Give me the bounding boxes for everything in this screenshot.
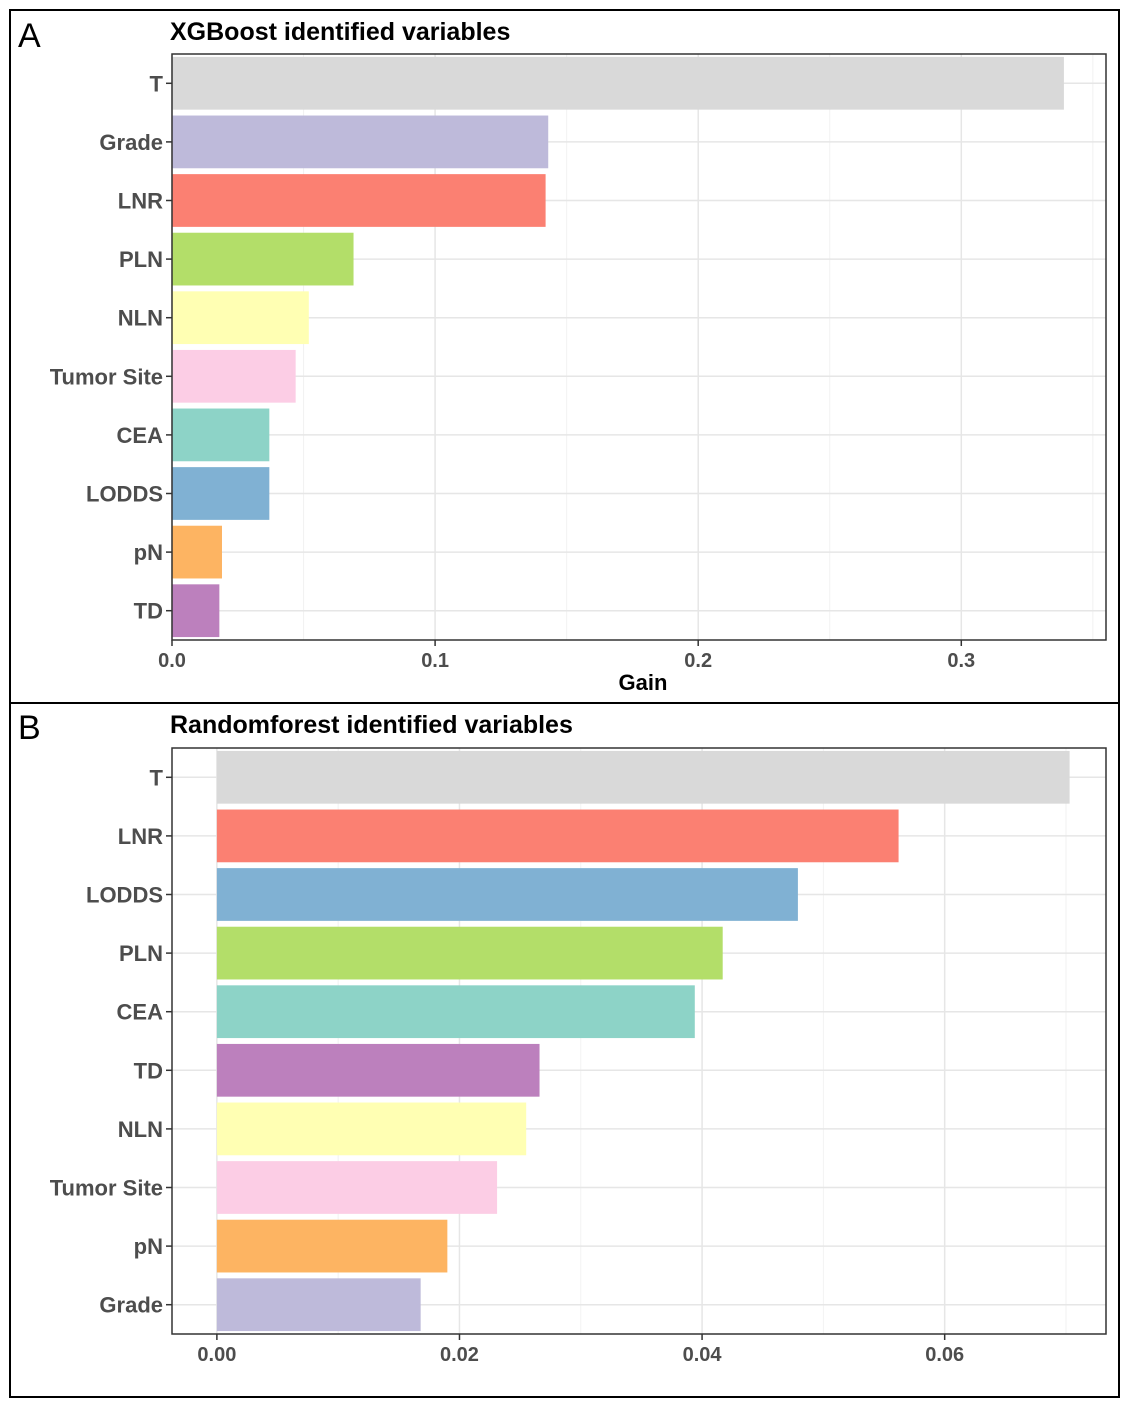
panel-b-bar-lnr [216,809,899,863]
panel-b: B Randomforest identified variables T LNR… [18,709,1107,1366]
panel-a: A XGBoost identified variables T Grade LNR… [18,17,1107,695]
panel-a-category-label: pN [134,540,163,565]
panel-a-x-axis-title: Gain [619,670,668,695]
panel-a-title: XGBoost identified variables [170,18,510,46]
panel-b-category-label: TD [134,1058,163,1083]
panel-b-category-label: NLN [118,1117,163,1142]
panel-a-category-label: NLN [118,306,163,331]
panel-a-x-tick-label: 0.0 [158,650,186,672]
panel-a-category-label: Tumor Site [50,364,163,389]
panel-b-bar-cea [216,985,695,1039]
panel-b-category-label: Grade [99,1293,163,1318]
panel-b-plot-border [171,747,1107,1335]
panel-a-bar-tumor-site [172,349,296,403]
panel-a-bar-pln [172,232,354,286]
panel-b-bar-pn [216,1219,448,1273]
panel-b-x-tick-label: 0.02 [440,1344,479,1366]
panel-a-category-label: T [150,71,164,96]
panel-b-bar-td [216,1043,540,1097]
panel-a-category-label: PLN [119,247,163,272]
panel-b-category-label: pN [134,1234,163,1259]
panel-a-letter: A [18,17,41,55]
panel-a-bar-lnr [172,174,546,227]
panel-a-plot-border [171,53,1107,641]
panel-a-bar-t [172,56,1064,110]
panel-a-bar-td [172,584,220,638]
panel-b-bar-tumor-site [216,1161,498,1214]
panel-b-category-label: LODDS [86,883,163,908]
panel-b-x-tick-label: 0.04 [683,1344,723,1366]
panel-a-category-label: TD [134,599,163,624]
panel-b-category-label: PLN [119,941,163,966]
panel-a-bar-grade [172,115,549,169]
panel-b-plot: T LNR LODDS PLN CEA TD NLN Tumor Site pN Grade 0.0… [50,747,1107,1366]
panel-b-category-label: CEA [117,1000,164,1025]
panel-b-category-label: Tumor Site [50,1176,163,1201]
panel-a-plot: T Grade LNR PLN NLN Tumor Site CEA LODDS pN TD 0.0… [50,53,1107,672]
panel-b-bar-t [216,750,1070,804]
panel-b-letter: B [18,709,41,747]
panel-a-x-tick-label: 0.1 [421,650,449,672]
panel-b-bar-nln [216,1102,527,1156]
panel-a-category-label: LODDS [86,482,163,507]
panel-b-category-label: LNR [118,824,163,849]
panel-a-category-label: Grade [99,130,163,155]
panel-a-category-label: CEA [117,423,164,448]
panel-a-x-tick-label: 0.3 [947,650,975,672]
panel-b-x-tick-label: 0.06 [925,1344,964,1366]
panel-a-category-label: LNR [118,189,163,214]
panel-b-bar-lodds [216,868,798,921]
panel-b-bar-grade [216,1278,421,1332]
panel-b-title: Randomforest identified variables [170,711,573,739]
panel-a-bar-nln [172,291,309,345]
panel-a-bar-lodds [172,467,270,520]
panel-b-x-tick-label: 0.00 [197,1344,236,1366]
panel-b-category-label: T [150,765,164,790]
panel-a-bar-cea [172,408,270,462]
panel-a-x-tick-label: 0.2 [684,650,712,672]
panel-b-bar-pln [216,926,723,980]
panel-a-bar-pn [172,525,222,579]
